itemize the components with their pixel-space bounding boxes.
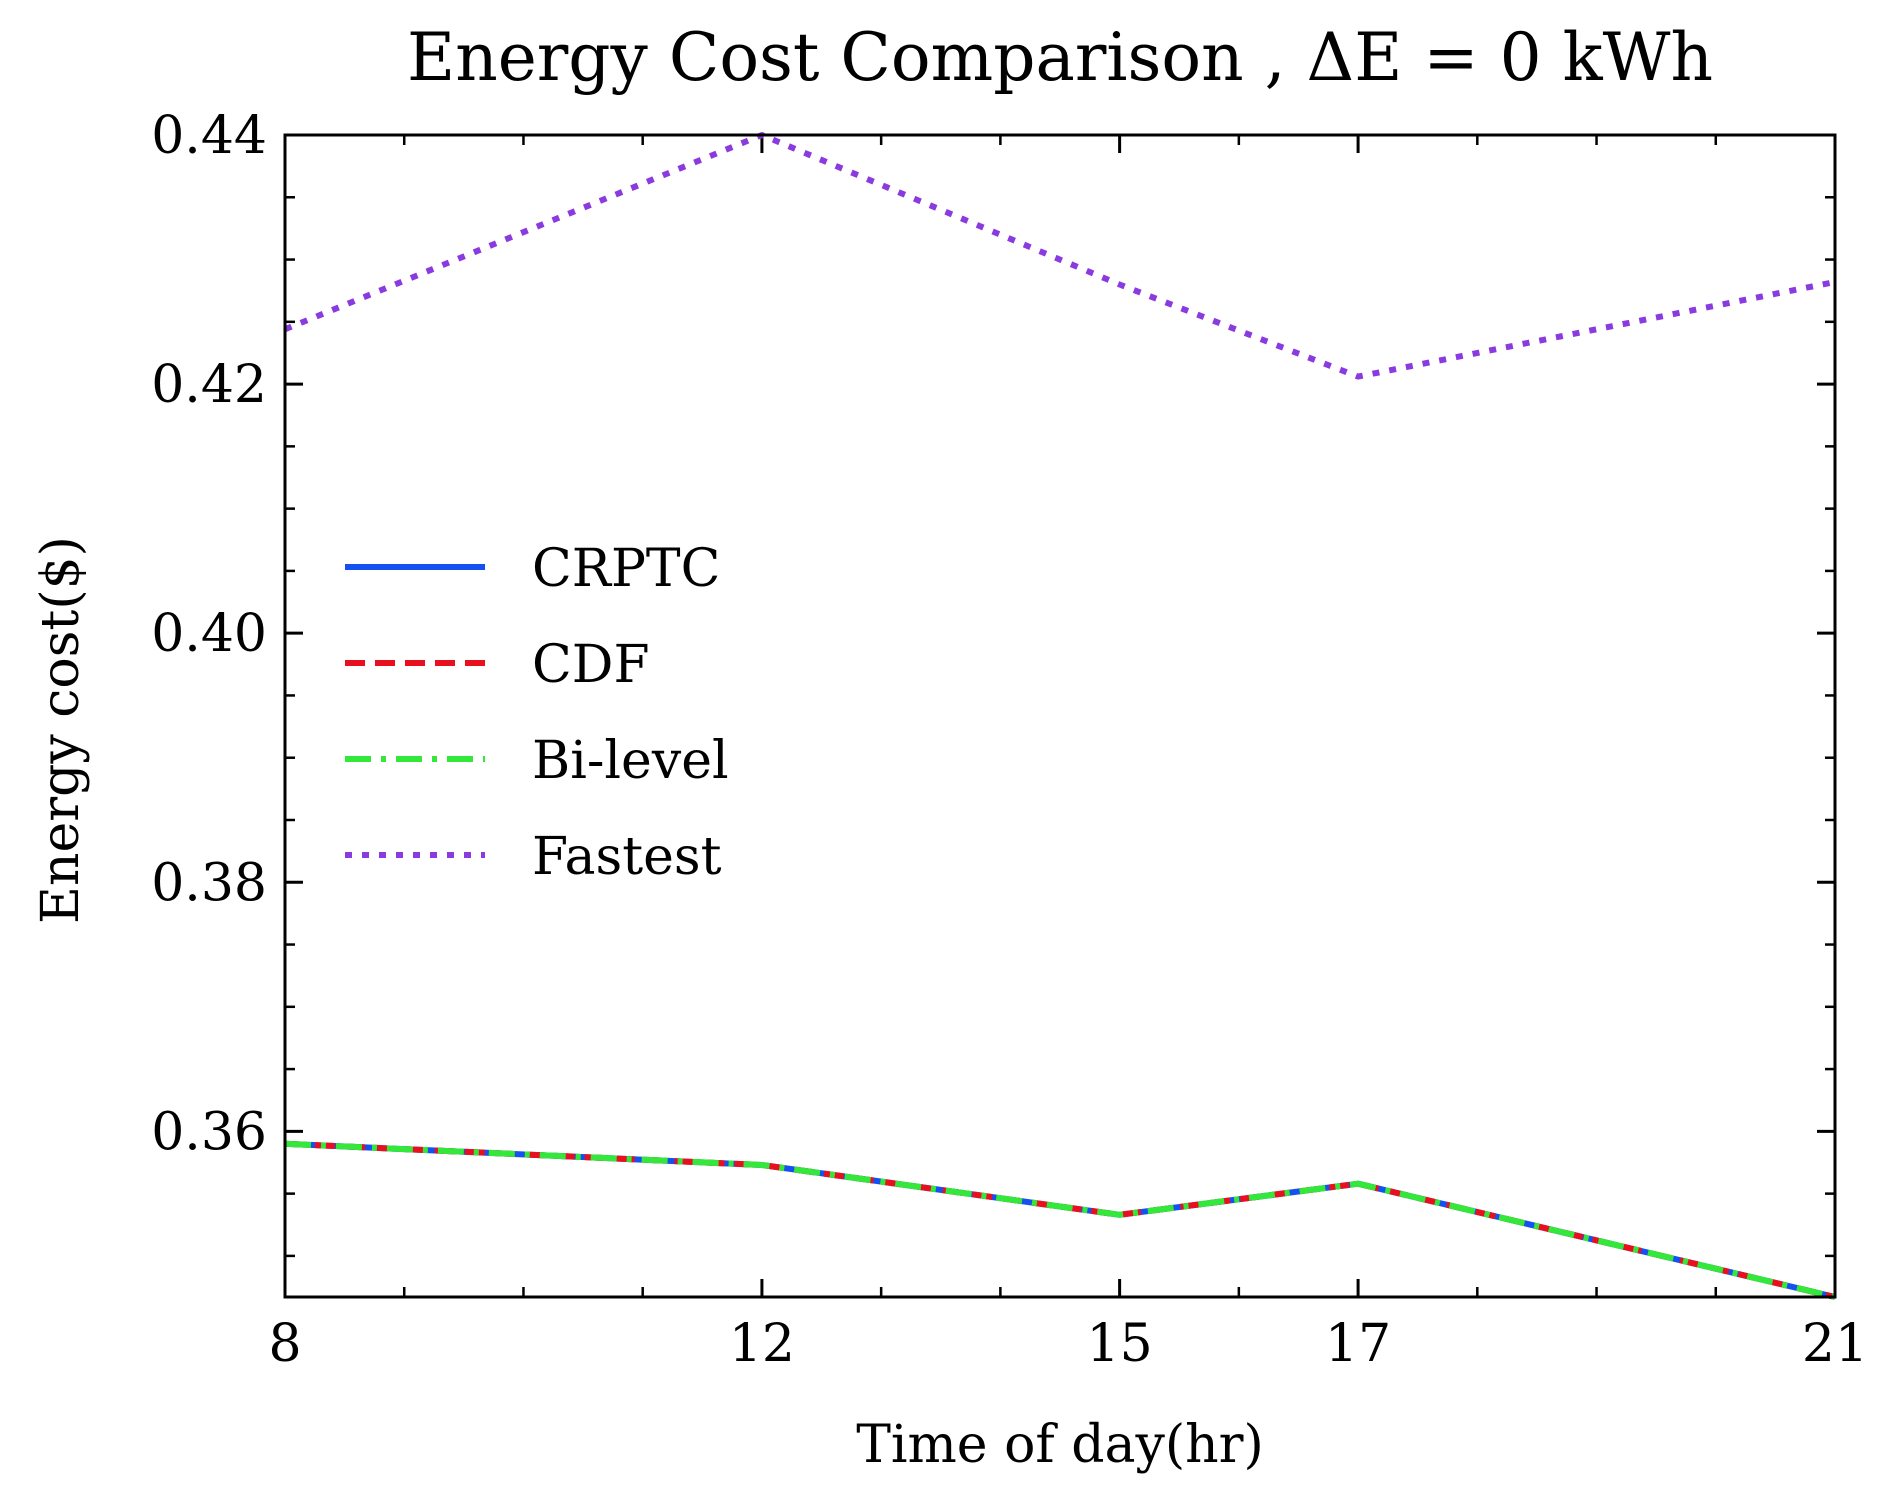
y-tick-label: 0.38 xyxy=(151,853,267,913)
x-axis-label: Time of day(hr) xyxy=(856,1415,1264,1475)
axis-ticks: 8 12 15 17 21 0.36 0.38 0.40 0.42 0.44 xyxy=(151,106,1868,1374)
series-line-cdf xyxy=(284,1140,1836,1300)
series-line-crptc xyxy=(284,1140,1836,1300)
legend-label: CRPTC xyxy=(532,539,720,599)
plot-frame xyxy=(283,133,1837,1299)
x-tick-label: 15 xyxy=(1087,1314,1153,1374)
y-tick-label: 0.44 xyxy=(151,106,267,166)
y-tick-label: 0.40 xyxy=(151,604,267,664)
x-tick-label: 12 xyxy=(729,1314,795,1374)
y-axis-label: Energy cost($) xyxy=(31,536,91,924)
x-tick-label: 21 xyxy=(1802,1314,1868,1374)
y-tick-label: 0.42 xyxy=(151,355,267,415)
legend: CRPTC CDF Bi-level Fastest xyxy=(345,539,729,887)
x-tick-label: 17 xyxy=(1325,1314,1391,1374)
series-lines xyxy=(283,132,1836,1300)
series-line-bi-level xyxy=(284,1140,1836,1300)
series-line-fastest xyxy=(283,132,1836,380)
y-tick-label: 0.36 xyxy=(151,1102,267,1162)
legend-label: CDF xyxy=(532,635,650,695)
legend-label: Fastest xyxy=(532,827,722,887)
x-tick-label: 8 xyxy=(268,1314,301,1374)
chart-title: Energy Cost Comparison , ΔE = 0 kWh xyxy=(407,19,1713,96)
legend-label: Bi-level xyxy=(532,731,729,791)
